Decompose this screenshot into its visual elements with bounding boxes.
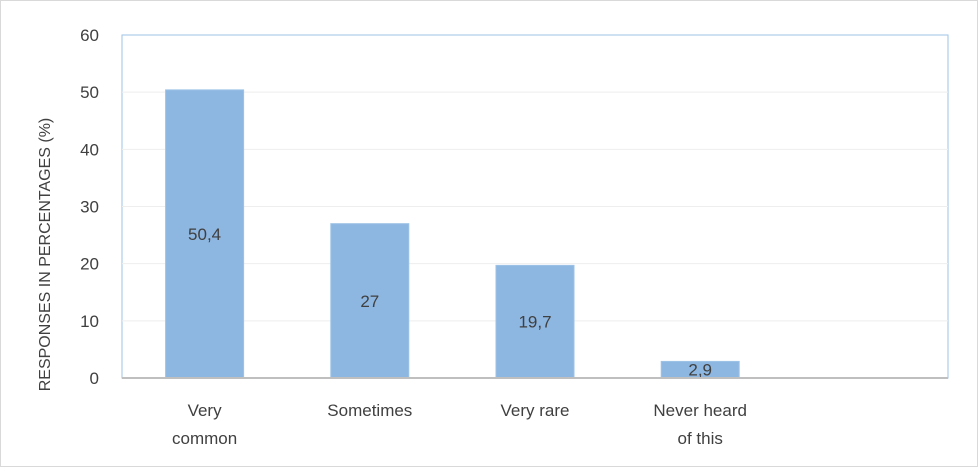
y-tick-label-60: 60 xyxy=(80,26,99,45)
category-label-3-0: Never heard xyxy=(653,401,747,420)
data-label-3: 2,9 xyxy=(688,361,712,380)
data-label-1: 27 xyxy=(360,292,379,311)
category-label-1-0: Sometimes xyxy=(327,401,412,420)
y-tick-label-30: 30 xyxy=(80,198,99,217)
y-tick-label-40: 40 xyxy=(80,140,99,159)
y-tick-label-50: 50 xyxy=(80,83,99,102)
category-label-0-0: Very xyxy=(188,401,223,420)
category-label-2-0: Very rare xyxy=(501,401,570,420)
data-label-0: 50,4 xyxy=(188,225,221,244)
y-tick-label-20: 20 xyxy=(80,255,99,274)
category-label-3-1: of this xyxy=(678,429,723,448)
data-label-2: 19,7 xyxy=(518,313,551,332)
y-axis-title: RESPONSES IN PERCENTAGES (%) xyxy=(37,118,54,392)
category-label-0-1: common xyxy=(172,429,237,448)
y-tick-label-0: 0 xyxy=(90,369,99,388)
y-tick-label-10: 10 xyxy=(80,312,99,331)
